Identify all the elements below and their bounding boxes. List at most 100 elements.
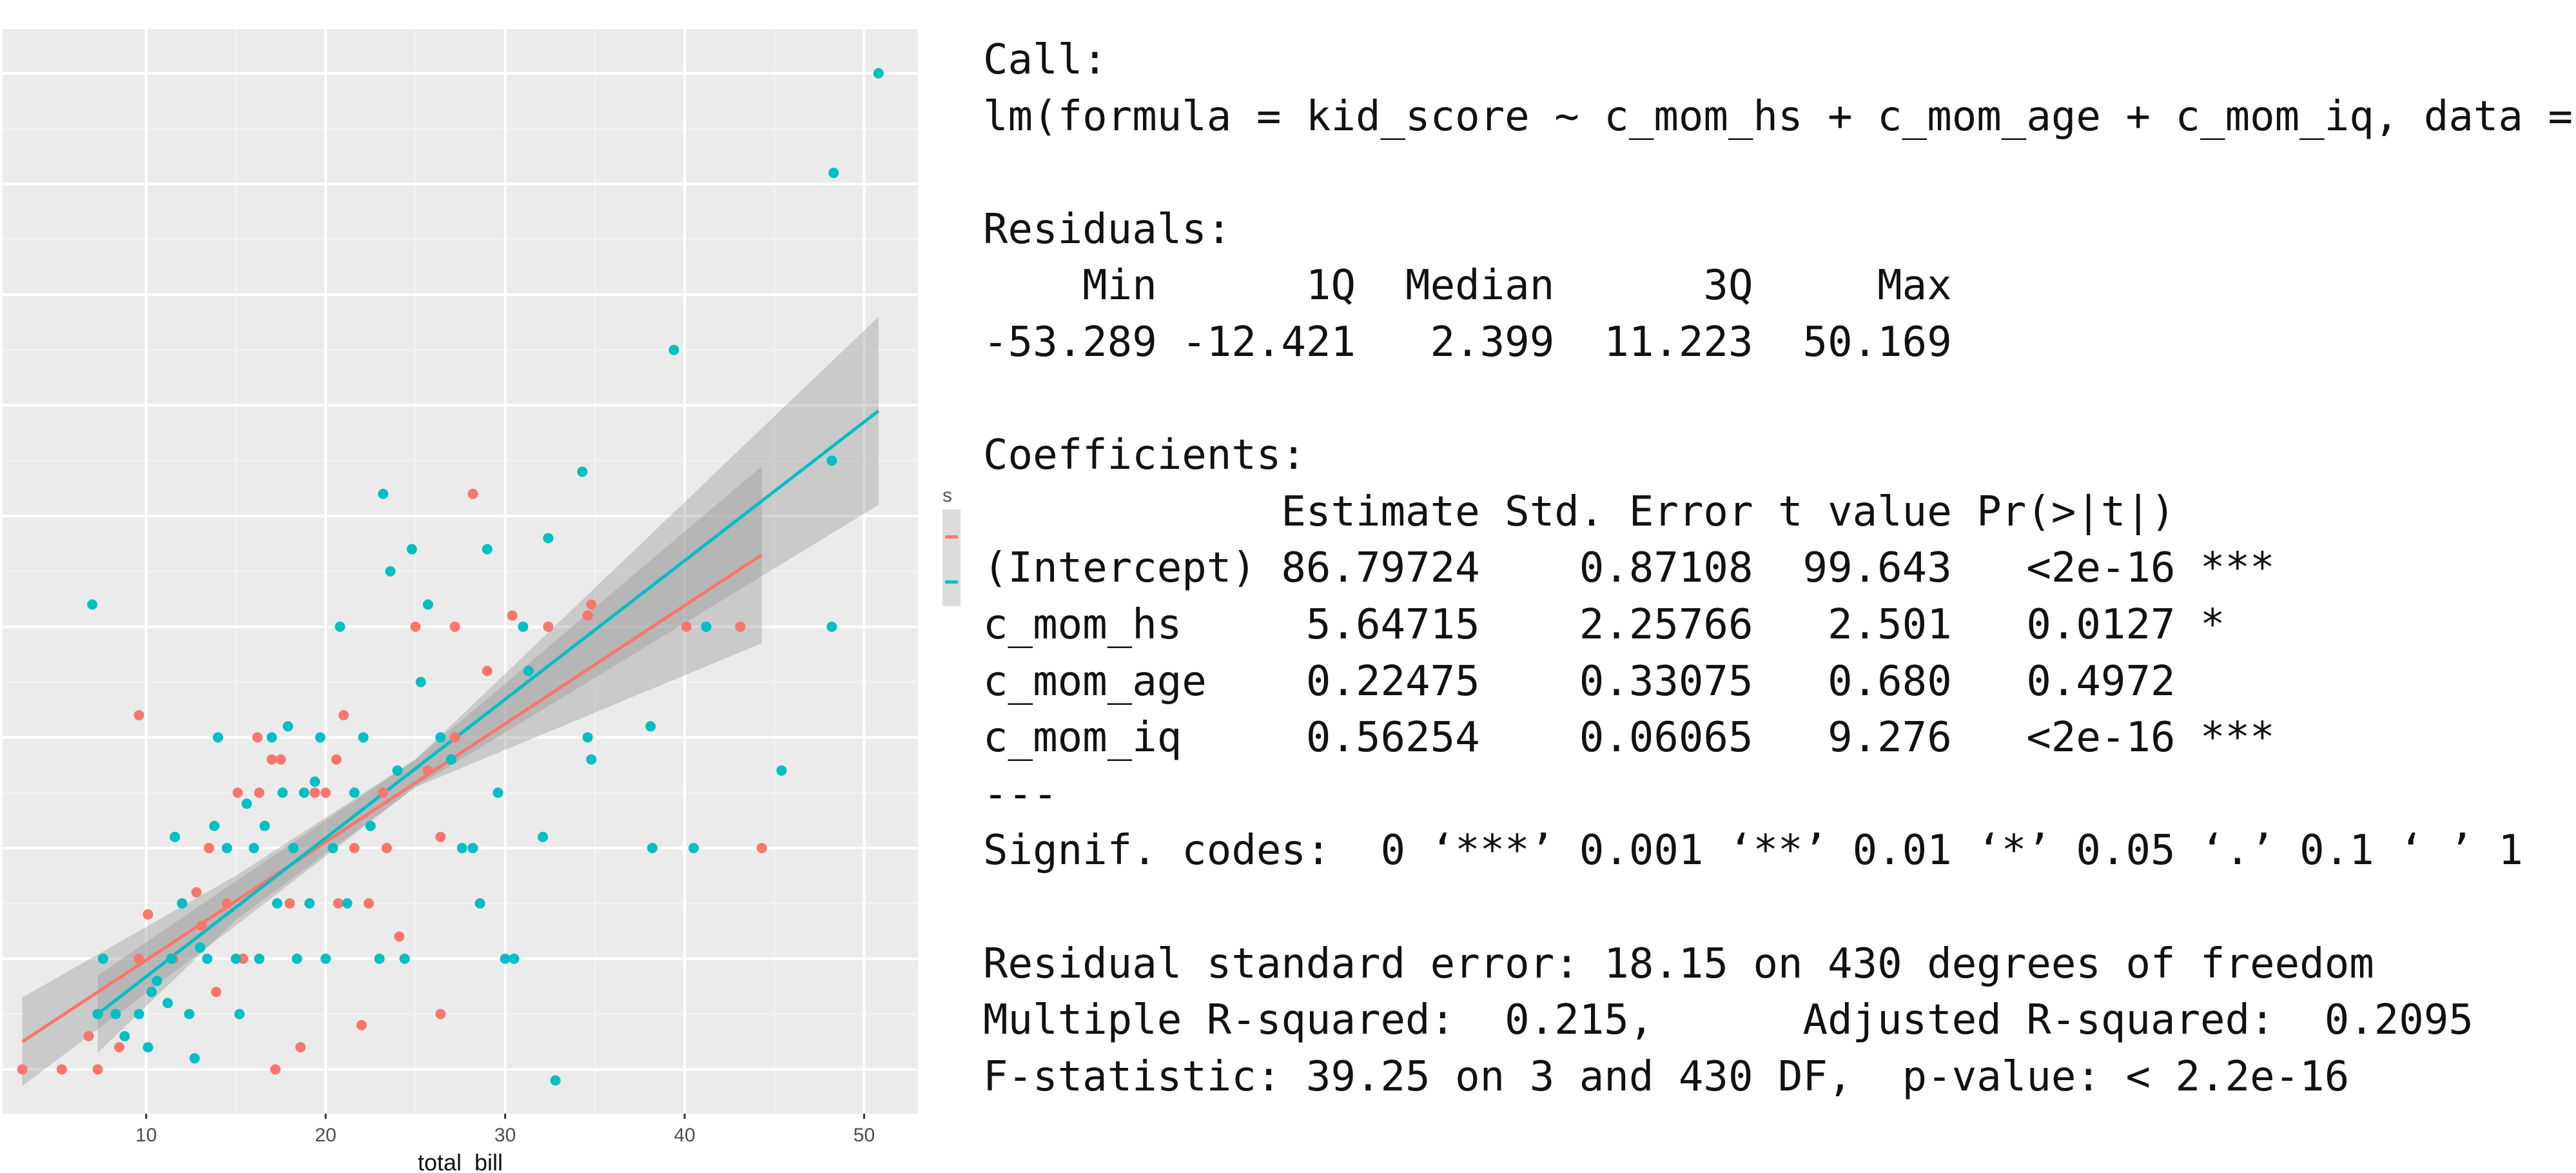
data-point-series-1: [365, 820, 376, 831]
data-point-series-1: [230, 953, 241, 964]
data-point-series-1: [415, 676, 426, 687]
data-point-series-1: [446, 754, 457, 765]
data-point-series-1: [177, 898, 188, 909]
x-tick-label: 40: [674, 1125, 695, 1146]
console-line: Coefficients:: [983, 431, 1306, 480]
data-point-series-0: [394, 931, 405, 942]
data-point-series-1: [374, 953, 385, 964]
data-point-series-0: [275, 754, 286, 765]
console-line: -53.289 -12.421 2.399 11.223 50.169: [983, 318, 1977, 366]
data-point-series-0: [92, 1064, 103, 1075]
console-line: c_mom_hs 5.64715 2.25766 2.501 0.0127 *: [983, 600, 2275, 649]
data-point-series-1: [577, 466, 588, 477]
data-point-series-0: [381, 843, 392, 854]
data-point-series-0: [309, 787, 320, 798]
data-point-series-1: [518, 621, 529, 632]
data-point-series-1: [776, 765, 787, 776]
data-point-series-1: [254, 953, 265, 964]
data-point-series-0: [435, 831, 446, 842]
data-point-series-1: [92, 1009, 103, 1020]
data-point-series-1: [309, 776, 320, 787]
data-point-series-1: [291, 953, 302, 964]
data-point-series-1: [298, 787, 309, 798]
data-point-series-1: [142, 1042, 153, 1053]
data-point-series-0: [582, 610, 593, 621]
x-tick-label: 30: [494, 1125, 516, 1146]
data-point-series-0: [197, 920, 208, 931]
data-point-series-1: [349, 787, 360, 798]
data-point-series-1: [378, 488, 389, 499]
data-point-series-1: [538, 831, 549, 842]
console-line: lm(formula = kid_score ~ c_mom_hs + c_mo…: [983, 92, 2576, 141]
data-point-series-0: [482, 665, 493, 676]
data-point-series-1: [259, 820, 270, 831]
data-point-series-1: [500, 953, 511, 964]
data-point-series-1: [550, 1075, 561, 1086]
data-point-series-0: [133, 710, 144, 721]
data-point-series-0: [349, 843, 360, 854]
data-point-series-0: [681, 621, 692, 632]
data-point-series-1: [668, 344, 679, 355]
data-point-series-0: [586, 599, 597, 610]
data-point-series-0: [232, 787, 243, 798]
data-point-series-0: [83, 1030, 94, 1041]
data-point-series-1: [119, 1030, 130, 1041]
data-point-series-1: [266, 732, 277, 743]
data-point-series-0: [356, 1020, 367, 1030]
data-point-series-1: [184, 1009, 195, 1020]
data-point-series-1: [523, 665, 534, 676]
legend-title: s: [942, 485, 952, 506]
legend-key-red: [945, 535, 958, 538]
data-point-series-0: [270, 1064, 281, 1075]
data-point-series-1: [435, 732, 446, 743]
data-point-series-0: [142, 909, 153, 920]
data-point-series-1: [342, 898, 353, 909]
data-point-series-1: [209, 820, 220, 831]
data-point-series-0: [449, 621, 460, 632]
data-point-series-0: [449, 732, 460, 743]
console-line: (Intercept) 86.79724 0.87108 99.643 <2e-…: [983, 544, 2275, 593]
console-line: ---: [983, 770, 1058, 818]
data-point-series-0: [756, 843, 767, 854]
data-point-series-0: [17, 1064, 28, 1075]
data-point-series-1: [335, 621, 346, 632]
data-point-series-0: [378, 787, 389, 798]
data-point-series-1: [304, 898, 315, 909]
data-point-series-1: [162, 998, 173, 1009]
data-point-series-0: [543, 621, 554, 632]
data-point-series-1: [701, 621, 712, 632]
console-line: Call:: [983, 36, 1107, 84]
data-point-series-1: [170, 831, 181, 842]
data-point-series-0: [252, 732, 263, 743]
data-point-series-1: [456, 843, 467, 854]
x-tick-label: 50: [854, 1125, 875, 1146]
data-point-series-1: [392, 765, 403, 776]
console-line: Estimate Std. Error t value Pr(>|t|): [983, 488, 2275, 536]
console-line: [983, 145, 2556, 202]
data-point-series-0: [422, 765, 433, 776]
data-point-series-1: [272, 898, 282, 909]
console-line: Signif. codes: 0 ‘***’ 0.001 ‘**’ 0.01 ‘…: [983, 827, 2523, 875]
scatter-plot: 10 20 30 40 50 total_bill: [3, 29, 918, 1173]
data-point-series-1: [189, 1053, 200, 1064]
data-point-series-1: [399, 953, 410, 964]
data-point-series-1: [110, 1009, 121, 1020]
console-line: Residuals:: [983, 205, 1232, 253]
data-point-series-0: [254, 787, 265, 798]
data-point-series-1: [202, 953, 213, 964]
data-point-series-1: [315, 732, 326, 743]
data-point-series-1: [213, 732, 224, 743]
data-point-series-1: [248, 843, 259, 854]
data-point-series-1: [385, 566, 396, 577]
data-point-series-1: [406, 544, 417, 555]
data-point-series-0: [338, 710, 349, 721]
confidence-band-1: [97, 317, 879, 1053]
console-line: Multiple R-squared: 0.215, Adjusted R-sq…: [983, 996, 2499, 1045]
data-point-series-0: [435, 1009, 446, 1020]
console-line: c_mom_age 0.22475 0.33075 0.680 0.4972: [983, 657, 2275, 705]
data-point-series-1: [234, 1009, 245, 1020]
data-point-series-0: [333, 898, 344, 909]
legend-key-teal: [945, 580, 958, 584]
console-line: Residual standard error: 18.15 on 430 de…: [983, 940, 2374, 988]
data-point-series-0: [211, 987, 222, 998]
